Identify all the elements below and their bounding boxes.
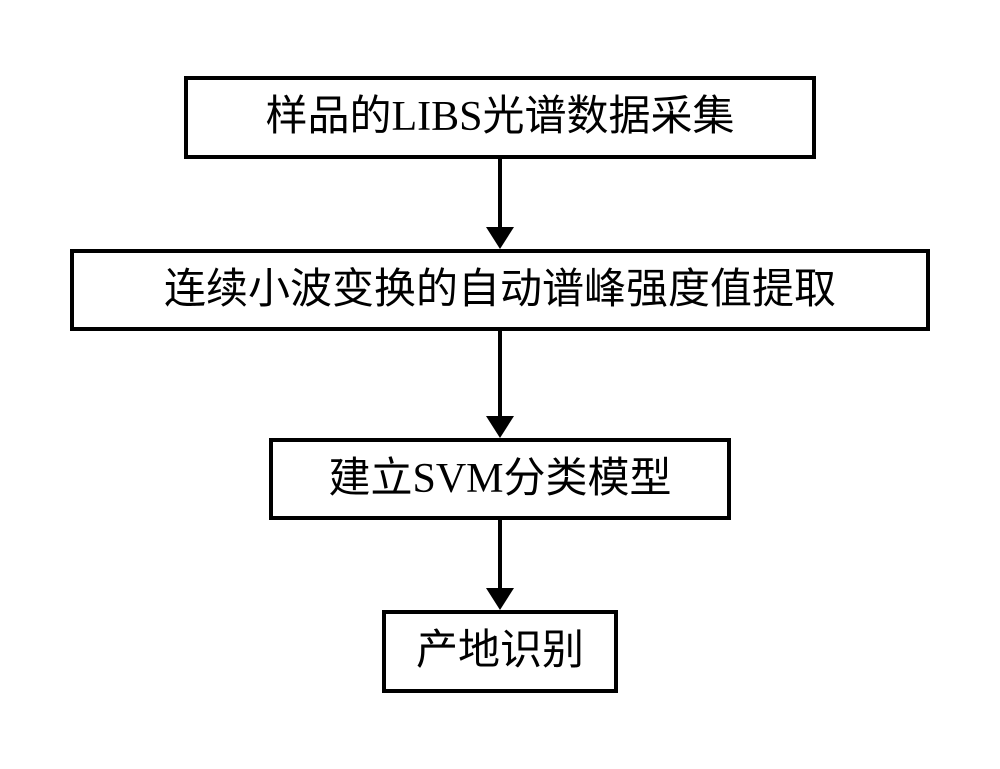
arrow-head-icon <box>486 416 514 438</box>
flowchart-arrow <box>486 520 514 610</box>
arrow-line <box>498 159 502 227</box>
node-label: 样品的LIBS光谱数据采集 <box>265 92 734 142</box>
arrow-line <box>498 331 502 416</box>
arrow-head-icon <box>486 227 514 249</box>
flowchart-arrow <box>486 159 514 249</box>
node-label: 建立SVM分类模型 <box>328 454 671 504</box>
node-label: 产地识别 <box>416 626 584 676</box>
node-label: 连续小波变换的自动谱峰强度值提取 <box>164 265 836 315</box>
flowchart-container: 样品的LIBS光谱数据采集 连续小波变换的自动谱峰强度值提取 建立SVM分类模型… <box>50 56 950 713</box>
flowchart-node-step4: 产地识别 <box>382 610 618 692</box>
arrow-line <box>498 520 502 588</box>
flowchart-node-step1: 样品的LIBS光谱数据采集 <box>184 76 816 158</box>
flowchart-node-step2: 连续小波变换的自动谱峰强度值提取 <box>70 249 930 331</box>
flowchart-node-step3: 建立SVM分类模型 <box>269 438 731 520</box>
arrow-head-icon <box>486 588 514 610</box>
flowchart-arrow <box>486 331 514 438</box>
